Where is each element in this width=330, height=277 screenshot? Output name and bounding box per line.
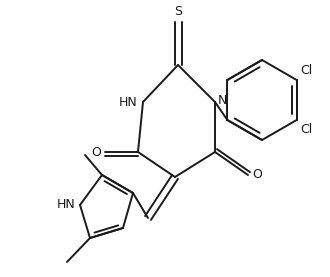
Text: O: O [252,168,262,181]
Text: N: N [218,94,227,106]
Text: HN: HN [56,199,75,212]
Text: Cl: Cl [301,64,313,77]
Text: HN: HN [119,96,138,109]
Text: S: S [174,5,182,18]
Text: Cl: Cl [301,123,313,136]
Text: O: O [91,145,101,158]
